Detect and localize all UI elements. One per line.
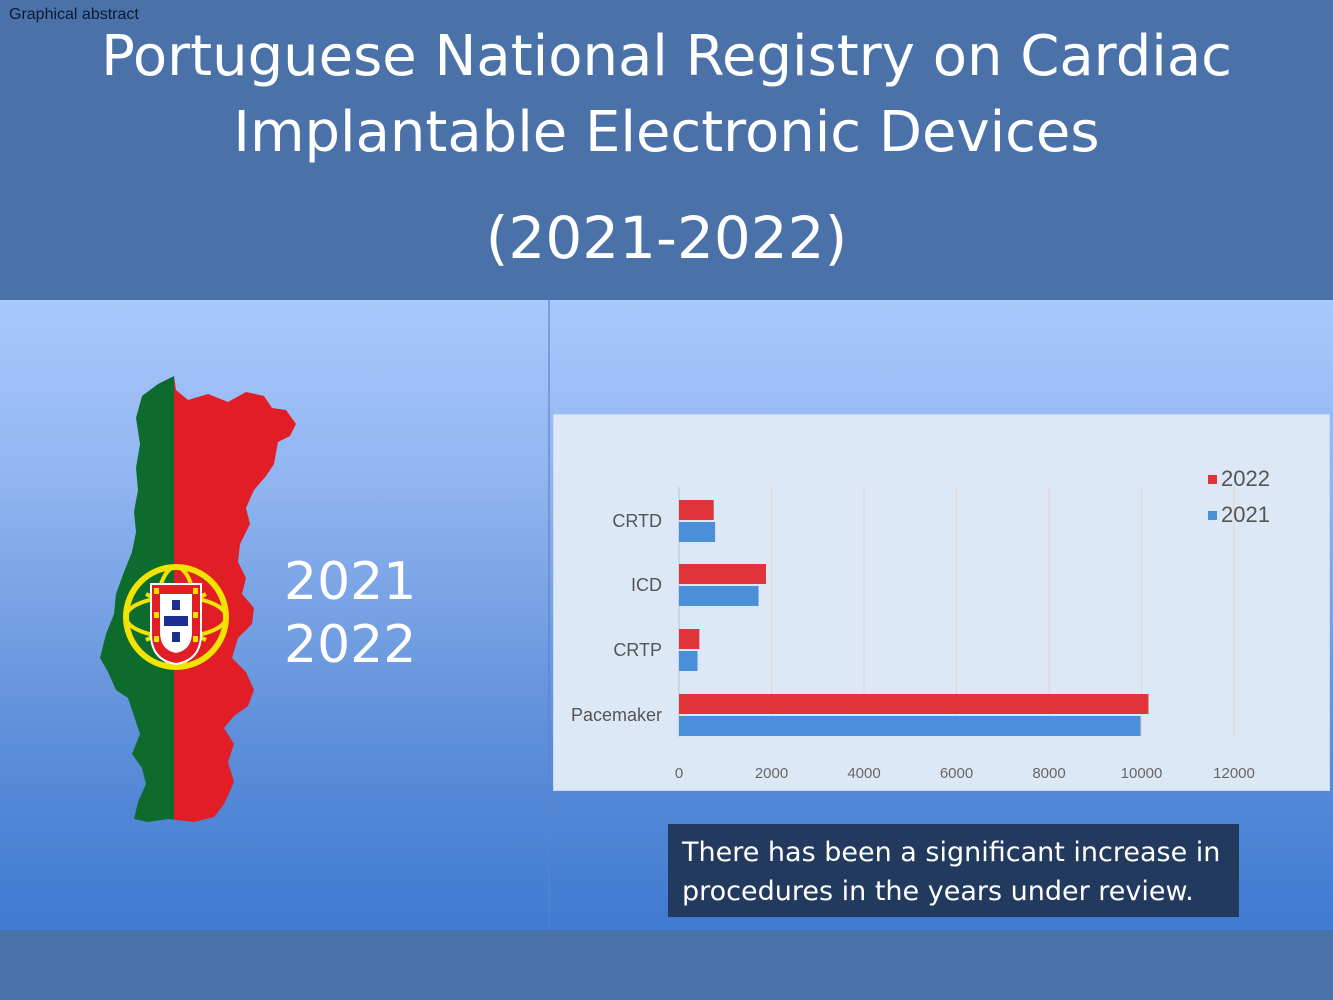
panel-divider xyxy=(548,300,550,930)
header-band: Graphical abstract Portuguese National R… xyxy=(0,0,1333,300)
callout-line-1: There has been a significant increase in xyxy=(682,837,1221,868)
title-line-2: Implantable Electronic Devices xyxy=(233,100,1100,165)
category-label: Pacemaker xyxy=(571,705,662,725)
bar-2021-pacemaker xyxy=(679,716,1141,736)
bar-2022-icd xyxy=(679,564,766,584)
bar-2021-crtp xyxy=(679,651,698,671)
chart-svg: 0 2000 4000 6000 8000 10000 12000 CRTD ICD CRTP Pa… xyxy=(571,466,1270,782)
x-tick-label: 8000 xyxy=(1032,765,1065,782)
procedures-bar-chart: 0 2000 4000 6000 8000 10000 12000 CRTD ICD CRTP Pa… xyxy=(553,414,1330,791)
category-label: CRTP xyxy=(613,640,662,660)
bar-2022-crtd xyxy=(679,500,714,520)
bar-2021-icd xyxy=(679,586,759,606)
portugal-map-svg xyxy=(100,376,296,822)
title-years: (2021-2022) xyxy=(485,204,848,272)
graphical-abstract-label: Graphical abstract xyxy=(9,6,139,23)
category-label: CRTD xyxy=(612,511,662,531)
category-label: ICD xyxy=(631,575,662,595)
x-tick-label: 4000 xyxy=(847,765,880,782)
coat-of-arms-icon xyxy=(123,564,229,670)
x-tick-label: 0 xyxy=(675,765,683,782)
legend-swatch-2022 xyxy=(1208,475,1217,484)
title-line-1: Portuguese National Registry on Cardiac xyxy=(101,24,1232,89)
legend-swatch-2021 xyxy=(1208,511,1217,520)
bar-2022-crtp xyxy=(679,629,700,649)
year-2022-label: 2022 xyxy=(284,615,417,675)
year-2021-label: 2021 xyxy=(284,552,417,612)
x-tick-label: 2000 xyxy=(755,765,788,782)
x-tick-label: 10000 xyxy=(1121,765,1163,782)
conclusion-callout: There has been a significant increase in… xyxy=(668,824,1239,917)
legend-label-2021: 2021 xyxy=(1221,502,1270,527)
bar-2022-pacemaker xyxy=(679,694,1149,714)
bar-2021-crtd xyxy=(679,522,716,542)
x-tick-label: 12000 xyxy=(1213,765,1255,782)
callout-line-2: procedures in the years under review. xyxy=(682,876,1194,907)
legend-label-2022: 2022 xyxy=(1221,466,1270,491)
footer-band xyxy=(0,930,1333,1000)
portugal-flag-map-icon xyxy=(96,372,306,827)
x-tick-label: 6000 xyxy=(940,765,973,782)
